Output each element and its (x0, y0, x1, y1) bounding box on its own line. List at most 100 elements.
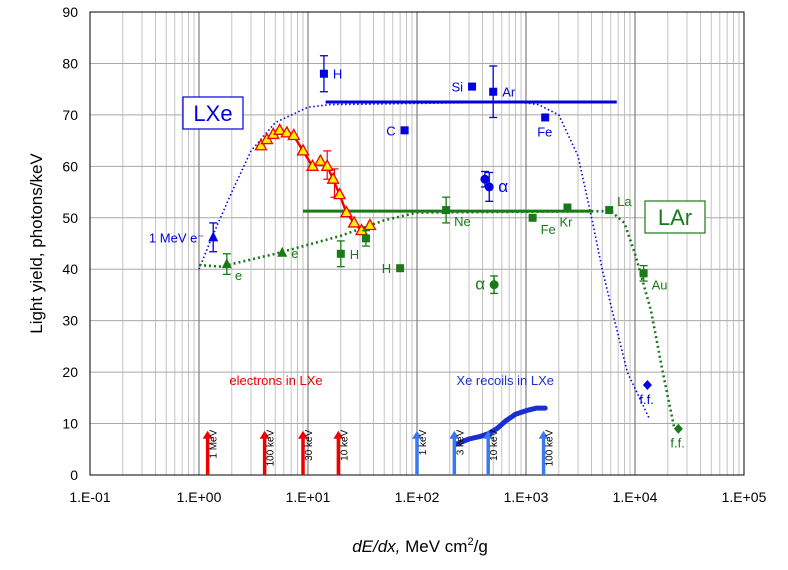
x-tick-label: 1.E+02 (395, 489, 440, 505)
lar-square-point (336, 249, 345, 258)
lxe-square-point (489, 87, 498, 96)
lxe-square-point (468, 82, 477, 91)
lxe-circle-point (480, 174, 490, 184)
lar-point-label: e (235, 268, 242, 283)
lxe-label-box: LXe (182, 96, 244, 130)
electron-data-point (254, 138, 268, 151)
lar-point-label: Fe (541, 222, 556, 237)
lxe-diamond-point (642, 379, 652, 390)
lxe-point-label: 1 MeV e⁻ (149, 230, 204, 245)
y-tick-label: 80 (62, 55, 78, 71)
lxe-point-label: Si (451, 80, 463, 95)
lar-point-label: La (617, 194, 632, 209)
electron-energy-arrow-label: 1 MeV (209, 429, 220, 458)
lxe-point-label: α (498, 177, 508, 196)
recoil-energy-arrow-head (412, 430, 422, 439)
xe-recoil-curve (453, 405, 548, 447)
recoil-energy-arrow-label: 100 keV (545, 429, 556, 466)
lxe-point-label: Fe (537, 124, 552, 139)
y-tick-label: 40 (62, 261, 78, 277)
y-tick-label: 60 (62, 158, 78, 174)
x-tick-label: 1.E-01 (69, 489, 110, 505)
lar-triangle-point (277, 246, 288, 257)
y-tick-label: 10 (62, 416, 78, 432)
lar-point-label: H (382, 261, 391, 276)
lxe-point-label: C (386, 123, 395, 138)
lar-point-label: Au (652, 277, 668, 292)
x-axis-ticks: 1.E-01 1.E+00 1.E+01 1.E+02 1.E+03 1.E+04 1.E+… (69, 489, 766, 505)
lar-square-point (361, 234, 370, 243)
lar-square-point (396, 264, 405, 273)
electron-data-point (326, 171, 340, 184)
recoil-energy-arrow-head (449, 430, 460, 439)
x-tick-label: 1.E+03 (504, 489, 549, 505)
electron-energy-arrow-head (298, 430, 309, 439)
electron-data-point (320, 158, 334, 171)
lar-label-box-frame (644, 200, 706, 234)
lar-circle-point (489, 280, 499, 290)
y-tick-label: 90 (62, 4, 78, 20)
lar-point-label: f.f. (670, 436, 684, 451)
electron-energy-arrow-head (202, 430, 213, 439)
electron-data-point (287, 128, 301, 141)
electron-data-point (363, 218, 377, 231)
lxe-square-point (541, 113, 550, 122)
electrons-annotation: electrons in LXe (229, 373, 322, 388)
lar-dotted-curve (198, 209, 676, 429)
lxe-point-label: Ar (502, 85, 516, 100)
recoil-energy-arrow-head (483, 430, 494, 439)
y-tick-label: 0 (70, 467, 78, 483)
lar-label-box-text: LAr (658, 205, 692, 230)
plot-grid (90, 12, 744, 475)
x-tick-label: 1.E+05 (722, 489, 767, 505)
y-tick-label: 20 (62, 364, 78, 380)
electron-data-point (273, 122, 287, 135)
x-tick-label: 1.E+00 (177, 489, 222, 505)
curves-layer (198, 100, 676, 447)
lxe-label-box-text: LXe (193, 101, 232, 126)
y-tick-label: 30 (62, 313, 78, 329)
lar-square-point (605, 206, 614, 215)
lxe-square-point (400, 126, 409, 135)
lar-point-label: Kr (559, 214, 573, 229)
lar-square-point (639, 269, 648, 278)
lxe-point-label: f.f. (639, 392, 653, 407)
x-tick-label: 1.E+01 (286, 489, 331, 505)
electron-energy-arrow-head (259, 430, 270, 439)
lar-point-label: α (475, 275, 485, 294)
x-tick-label: 1.E+04 (613, 489, 658, 505)
electron-data-point (333, 187, 347, 200)
lar-square-point (528, 213, 537, 222)
electron-data-point (339, 205, 353, 218)
marks-layer (202, 55, 683, 475)
lar-diamond-point (673, 423, 683, 434)
electron-energy-arrow-label: 100 keV (266, 429, 277, 466)
electron-data-point (280, 125, 294, 138)
lxe-label-box-frame (182, 96, 244, 130)
lxe-circle-point (484, 182, 494, 192)
y-axis-label: Light yield, photons/keV (27, 153, 46, 334)
lxe-triangle-point (208, 231, 219, 242)
electron-data-point (313, 153, 328, 166)
electron-series-line (260, 128, 371, 233)
lar-square-point (563, 203, 572, 212)
electron-data-point (347, 215, 361, 228)
lxe-square-point (319, 69, 328, 78)
recoil-energy-arrow-head (538, 430, 549, 439)
recoils-annotation: Xe recoils in LXe (456, 373, 554, 388)
lar-point-label: Ne (454, 214, 471, 229)
y-tick-label: 70 (62, 107, 78, 123)
x-axis-label: dE/dx, MeV cm2/g (352, 536, 488, 556)
y-tick-label: 50 (62, 210, 78, 226)
lar-label-box: LAr (644, 200, 706, 234)
lar-triangle-point (221, 258, 232, 269)
electron-energy-arrow-label: 30 keV (304, 429, 315, 460)
lxe-point-label: H (333, 67, 342, 82)
recoil-energy-arrow-label: 3 keV (455, 429, 466, 455)
recoil-energy-arrow-label: 1 keV (418, 429, 429, 455)
lar-square-point (442, 206, 451, 215)
lar-point-label: e (291, 246, 298, 261)
electron-energy-arrow-head (333, 430, 344, 439)
